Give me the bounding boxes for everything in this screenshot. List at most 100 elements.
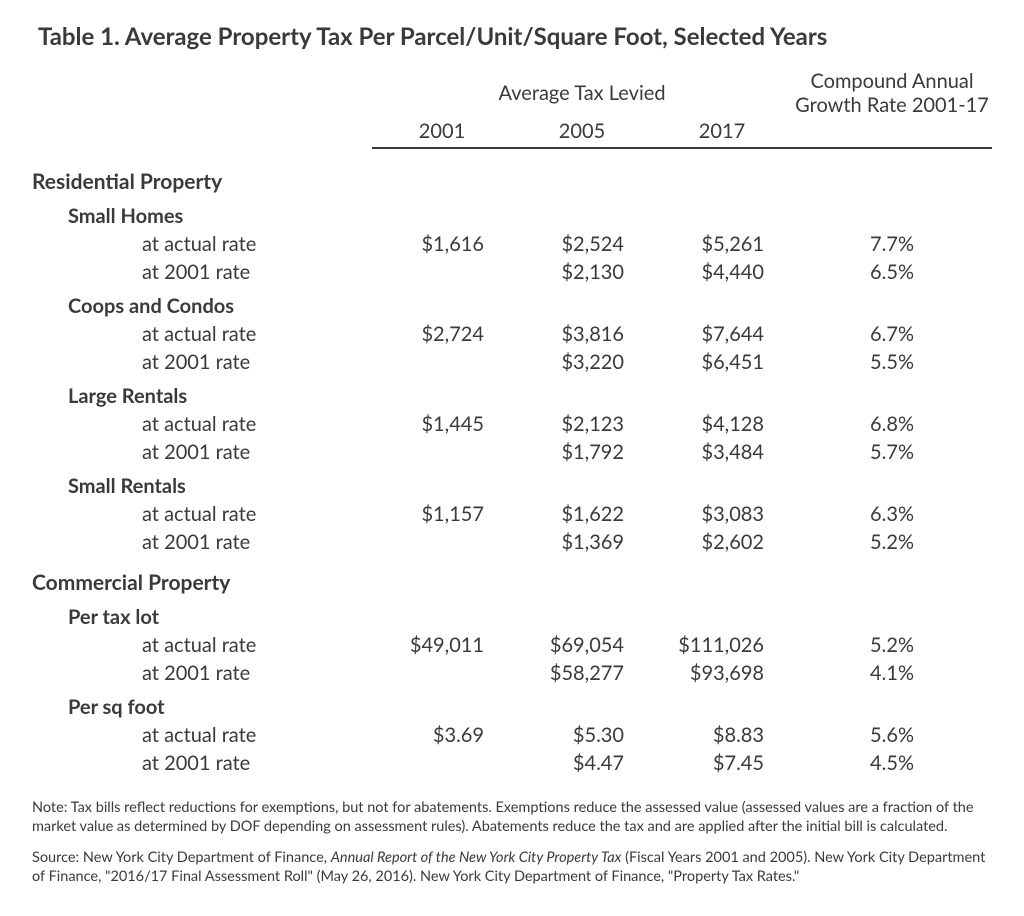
table-row: at actual rate$2,724$3,816$7,6446.7% — [32, 320, 992, 348]
cell-cagr: 5.2% — [792, 631, 992, 659]
table-title: Table 1. Average Property Tax Per Parcel… — [32, 22, 992, 51]
header-year-2001: 2001 — [372, 119, 512, 148]
header-year-2005: 2005 — [512, 119, 652, 148]
cell-cagr: 4.1% — [792, 659, 992, 687]
note-text: Note: Tax bills reflect reductions for e… — [32, 799, 992, 837]
subsection-heading: Per sq foot — [32, 687, 992, 721]
row-label: at actual rate — [32, 320, 372, 348]
cell-cagr: 6.3% — [792, 500, 992, 528]
table-row: at 2001 rate $1,792$3,4845.7% — [32, 438, 992, 466]
cell-value: $1,369 — [512, 528, 652, 556]
cell-value: $4,128 — [652, 410, 792, 438]
subsection-title: Small Homes — [32, 196, 992, 230]
cell-value: $3,816 — [512, 320, 652, 348]
cell-value: $6,451 — [652, 348, 792, 376]
cell-value: $49,011 — [372, 631, 512, 659]
cell-value: $3,484 — [652, 438, 792, 466]
cell-cagr: 5.6% — [792, 721, 992, 749]
row-label: at actual rate — [32, 500, 372, 528]
cell-value: $1,157 — [372, 500, 512, 528]
row-label: at 2001 rate — [32, 438, 372, 466]
table-row: at 2001 rate $1,369$2,6025.2% — [32, 528, 992, 556]
section-title: Commercial Property — [32, 556, 992, 597]
cell-value: $93,698 — [652, 659, 792, 687]
row-label: at 2001 rate — [32, 528, 372, 556]
cell-value — [372, 659, 512, 687]
cell-value: $7,644 — [652, 320, 792, 348]
header-rule — [32, 148, 992, 155]
cell-cagr: 6.7% — [792, 320, 992, 348]
subsection-heading: Per tax lot — [32, 597, 992, 631]
cell-cagr: 7.7% — [792, 230, 992, 258]
cell-value: $5,261 — [652, 230, 792, 258]
cell-value — [372, 258, 512, 286]
cell-cagr: 5.7% — [792, 438, 992, 466]
table-row: at 2001 rate $4.47$7.454.5% — [32, 749, 992, 777]
cell-cagr: 6.8% — [792, 410, 992, 438]
section-title: Residential Property — [32, 155, 992, 196]
subsection-heading: Large Rentals — [32, 376, 992, 410]
cell-value: $8.83 — [652, 721, 792, 749]
row-label: at actual rate — [32, 631, 372, 659]
cell-value: $1,445 — [372, 410, 512, 438]
table-row: at actual rate$49,011$69,054$111,0265.2% — [32, 631, 992, 659]
table-row: at 2001 rate $58,277$93,6984.1% — [32, 659, 992, 687]
cell-cagr: 6.5% — [792, 258, 992, 286]
row-label: at 2001 rate — [32, 659, 372, 687]
cell-value: $4,440 — [652, 258, 792, 286]
cell-value: $2,123 — [512, 410, 652, 438]
header-group-avg-tax: Average Tax Levied — [372, 69, 792, 119]
subsection-title: Large Rentals — [32, 376, 992, 410]
cell-value: $1,616 — [372, 230, 512, 258]
table-figure: Table 1. Average Property Tax Per Parcel… — [0, 0, 1024, 916]
table-row: at actual rate$1,157$1,622$3,0836.3% — [32, 500, 992, 528]
row-label: at actual rate — [32, 410, 372, 438]
cell-cagr: 4.5% — [792, 749, 992, 777]
cell-value: $111,026 — [652, 631, 792, 659]
cell-value: $2,602 — [652, 528, 792, 556]
cell-value: $2,130 — [512, 258, 652, 286]
cell-value: $5.30 — [512, 721, 652, 749]
table-row: at 2001 rate $3,220$6,4515.5% — [32, 348, 992, 376]
row-label: at 2001 rate — [32, 749, 372, 777]
cell-value: $2,724 — [372, 320, 512, 348]
subsection-title: Per tax lot — [32, 597, 992, 631]
cell-value: $2,524 — [512, 230, 652, 258]
source-text: Source: New York City Department of Fina… — [32, 849, 992, 887]
cell-value: $1,792 — [512, 438, 652, 466]
row-label: at 2001 rate — [32, 258, 372, 286]
cell-value: $69,054 — [512, 631, 652, 659]
table-row: at 2001 rate $2,130$4,4406.5% — [32, 258, 992, 286]
cell-value: $3,220 — [512, 348, 652, 376]
cell-value: $4.47 — [512, 749, 652, 777]
subsection-title: Per sq foot — [32, 687, 992, 721]
cell-value: $3.69 — [372, 721, 512, 749]
cell-value: $58,277 — [512, 659, 652, 687]
table-row: at actual rate$1,445$2,123$4,1286.8% — [32, 410, 992, 438]
row-label: at 2001 rate — [32, 348, 372, 376]
cell-value — [372, 749, 512, 777]
footnotes: Note: Tax bills reflect reductions for e… — [32, 799, 992, 886]
cell-value — [372, 348, 512, 376]
cell-cagr: 5.5% — [792, 348, 992, 376]
row-label: at actual rate — [32, 721, 372, 749]
subsection-heading: Small Homes — [32, 196, 992, 230]
cell-value — [372, 528, 512, 556]
subsection-heading: Coops and Condos — [32, 286, 992, 320]
subsection-title: Coops and Condos — [32, 286, 992, 320]
table-row: at actual rate$1,616$2,524$5,2617.7% — [32, 230, 992, 258]
cell-cagr: 5.2% — [792, 528, 992, 556]
cell-value: $1,622 — [512, 500, 652, 528]
header-cagr: Compound Annual Growth Rate 2001-17 — [792, 69, 992, 119]
header-row-top: Average Tax Levied Compound Annual Growt… — [32, 69, 992, 119]
cell-value: $3,083 — [652, 500, 792, 528]
cell-value: $7.45 — [652, 749, 792, 777]
subsection-heading: Small Rentals — [32, 466, 992, 500]
section-heading: Residential Property — [32, 155, 992, 196]
cell-value — [372, 438, 512, 466]
section-heading: Commercial Property — [32, 556, 992, 597]
header-year-2017: 2017 — [652, 119, 792, 148]
row-label: at actual rate — [32, 230, 372, 258]
data-table: Average Tax Levied Compound Annual Growt… — [32, 69, 992, 777]
table-row: at actual rate$3.69$5.30$8.835.6% — [32, 721, 992, 749]
